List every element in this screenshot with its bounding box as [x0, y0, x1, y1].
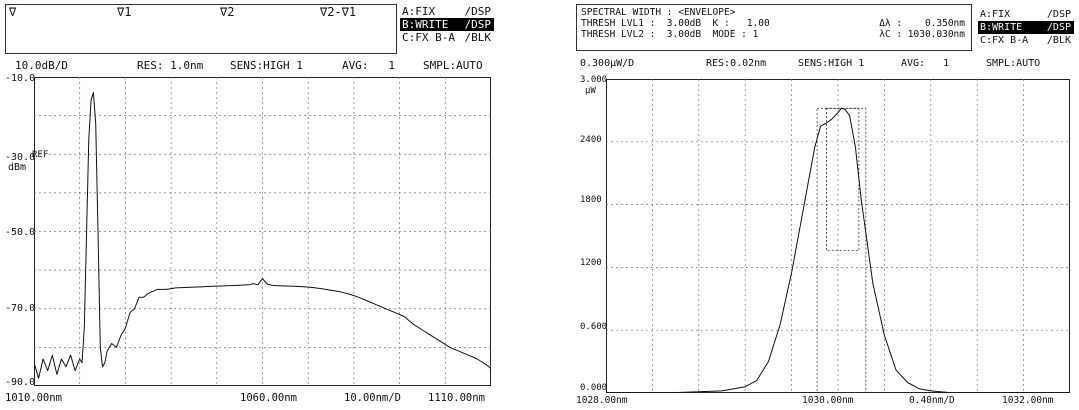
y-tick-label: -70.0 — [5, 303, 36, 314]
resolution: RES: 1.0nm — [137, 59, 204, 72]
spectrum-trace — [34, 91, 491, 379]
marker-label: ∇ — [9, 5, 17, 19]
ref-label: REF — [32, 150, 49, 160]
right-status-bar: 0.300μW/D RES:0.02nm SENS:HIGH 1 AVG: 1 … — [566, 58, 1079, 72]
left-spectrum-chart — [34, 77, 491, 386]
y-tick-label: -50.0 — [5, 227, 36, 238]
marker-2-label: ∇2 — [220, 5, 235, 19]
unit-label: μW — [585, 86, 596, 96]
right-spectral-chart — [606, 79, 1070, 393]
trace-mode-box: A:FIX /DSP B:WRITE /DSP C:FX B-A /BLK — [978, 8, 1074, 47]
x-span-label: 0.40nm/D — [909, 395, 955, 406]
resolution: RES:0.02nm — [706, 58, 767, 69]
trace-b-mode[interactable]: B:WRITE /DSP — [978, 21, 1074, 34]
trace-c-mode[interactable]: C:FX B-A /BLK — [980, 35, 1071, 46]
sampling: SMPL:AUTO — [986, 58, 1041, 69]
left-spectrum-panel: ∇ ∇1 ∇2 ∇2-∇1 A:FIX /DSP B:WRITE /DSP C:… — [0, 0, 500, 410]
left-status-bar: 10.0dB/D RES: 1.0nm SENS:HIGH 1 AVG: 1 S… — [0, 59, 500, 73]
averaging: AVG: 1 — [342, 59, 395, 72]
marker-1-label: ∇1 — [117, 5, 132, 19]
y-tick-label: 1800 — [580, 195, 602, 205]
marker-readout-box: ∇ ∇1 ∇2 ∇2-∇1 — [5, 4, 397, 54]
threshold-2-readout: THRESH LVL2 : 3.00dB MODE : 1 — [581, 29, 759, 40]
sensitivity: SENS:HIGH 1 — [230, 59, 303, 72]
y-tick-label: 0.600 — [580, 322, 608, 332]
trace-c-mode[interactable]: C:FX B-A /BLK — [402, 31, 491, 44]
y-tick-label: 1200 — [580, 258, 602, 268]
y-tick-label: 2400 — [580, 135, 602, 145]
right-spectral-width-panel: SPECTRAL WIDTH : <ENVELOPE> THRESH LVL1 … — [566, 0, 1079, 410]
sensitivity: SENS:HIGH 1 — [798, 58, 865, 69]
x-center-label: 1030.00nm — [802, 395, 854, 406]
threshold-1-readout: THRESH LVL1 : 3.00dB K : 1.00 — [581, 18, 770, 29]
x-span-label: 10.00nm/D — [344, 392, 401, 404]
trace-mode-box: A:FIX /DSP B:WRITE /DSP C:FX B-A /BLK — [400, 5, 494, 44]
y-tick-label: -90.0 — [5, 377, 36, 388]
unit-label: dBm — [8, 162, 27, 173]
level-scale: 0.300μW/D — [580, 58, 635, 69]
x-start-label: 1028.00nm — [576, 395, 628, 406]
center-wavelength-readout: λC : 1030.030nm — [879, 29, 965, 40]
x-stop-label: 1032.00nm — [1002, 395, 1054, 406]
x-center-label: 1060.00nm — [240, 392, 297, 404]
trace-a-mode[interactable]: A:FIX /DSP — [402, 5, 491, 18]
analysis-title: SPECTRAL WIDTH : <ENVELOPE> — [581, 7, 736, 18]
spectrum-trace — [606, 107, 1070, 393]
y-tick-label: -30.0 — [5, 152, 36, 163]
y-tick-label: 0.000 — [580, 383, 608, 393]
threshold-box — [825, 107, 860, 252]
y-tick-label: -10.0 — [5, 73, 36, 84]
y-tick-label: 3.000 — [580, 75, 608, 85]
trace-a-mode[interactable]: A:FIX /DSP — [980, 9, 1071, 20]
trace-b-mode[interactable]: B:WRITE /DSP — [400, 18, 494, 31]
sampling: SMPL:AUTO — [423, 59, 483, 72]
x-stop-label: 1110.00nm — [428, 392, 485, 404]
delta-lambda-readout: Δλ : 0.350nm — [879, 18, 965, 29]
x-start-label: 1010.00nm — [5, 392, 62, 404]
averaging: AVG: 1 — [901, 58, 950, 69]
level-scale: 10.0dB/D — [15, 59, 68, 72]
spectral-width-readout-box: SPECTRAL WIDTH : <ENVELOPE> THRESH LVL1 … — [576, 4, 972, 51]
marker-delta-label: ∇2-∇1 — [320, 5, 357, 19]
